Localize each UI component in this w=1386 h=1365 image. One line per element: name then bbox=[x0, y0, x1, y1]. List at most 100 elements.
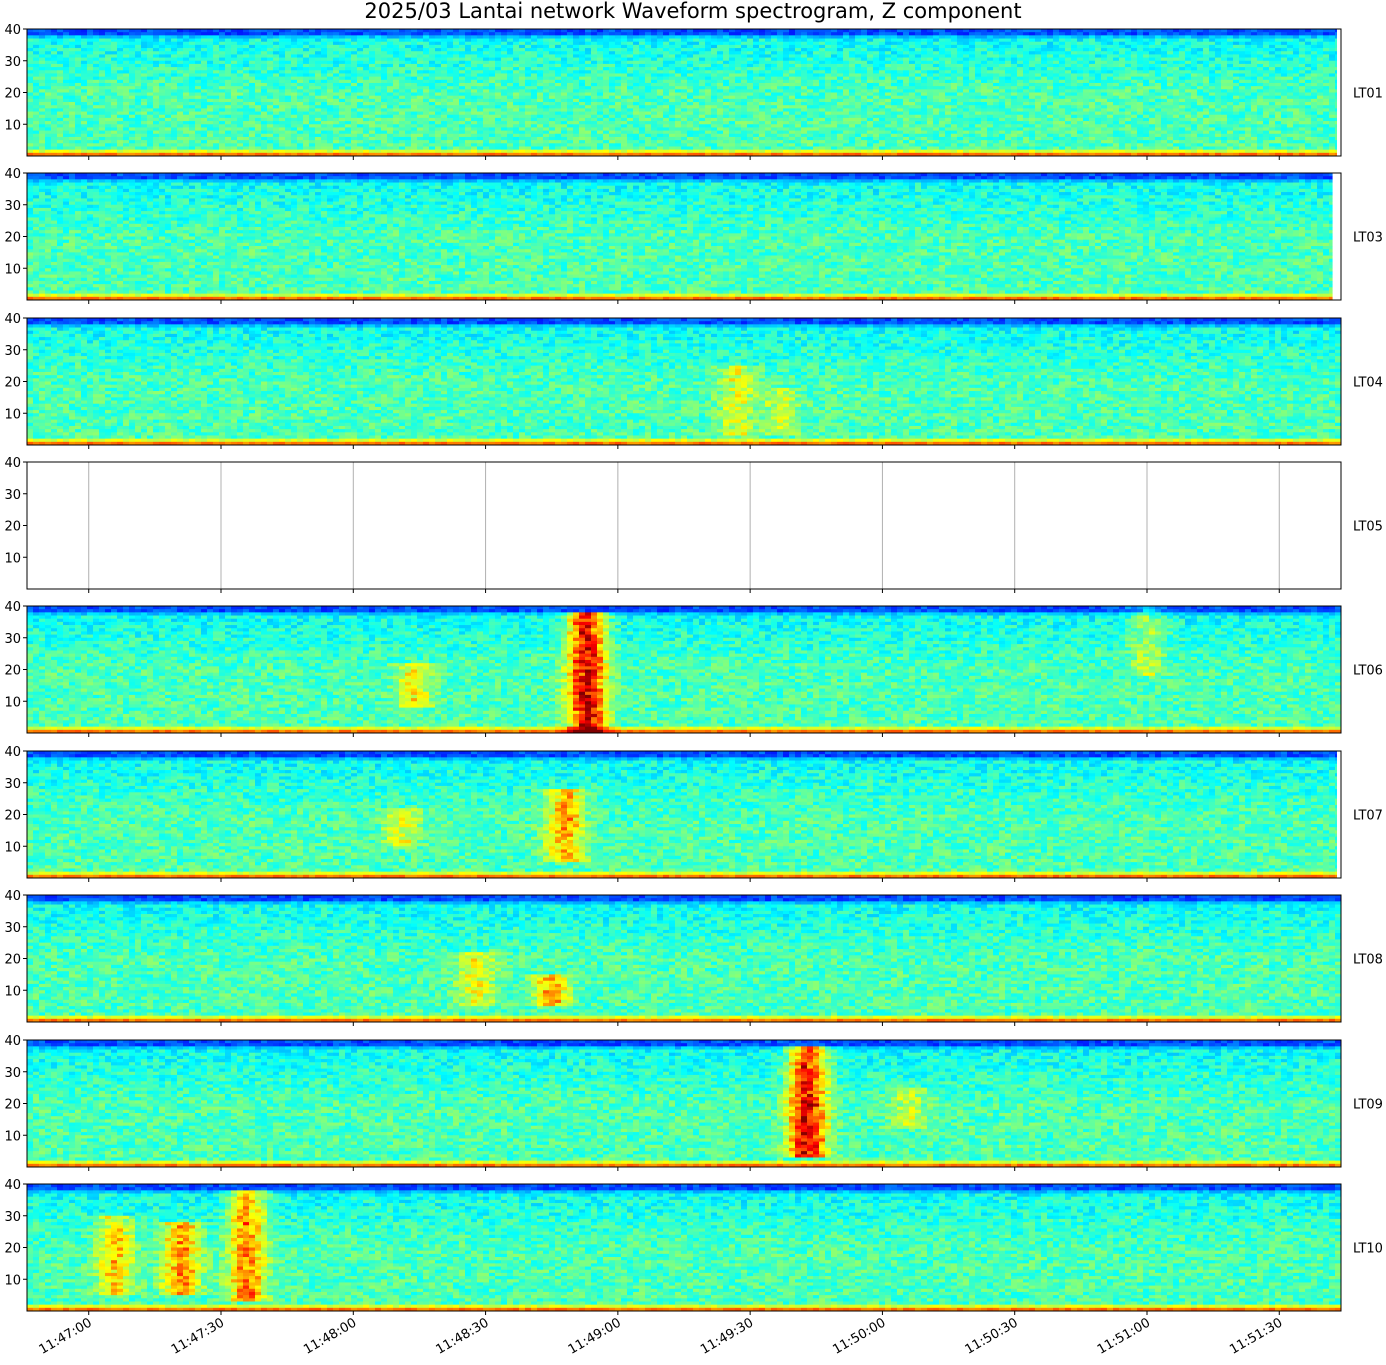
spectrogram-cell bbox=[315, 115, 321, 119]
spectrogram-cell bbox=[45, 73, 51, 77]
spectrogram-cell bbox=[117, 51, 123, 55]
spectrogram-cell bbox=[33, 108, 39, 112]
spectrogram-cell bbox=[63, 73, 69, 77]
spectrogram-cell bbox=[213, 134, 219, 138]
spectrogram-cell bbox=[237, 112, 243, 116]
spectrogram-cell bbox=[231, 77, 237, 81]
spectrogram-cell bbox=[291, 99, 297, 103]
spectrogram-cell bbox=[177, 121, 183, 125]
spectrogram-cell bbox=[273, 39, 279, 43]
spectrogram-cell bbox=[357, 80, 363, 84]
spectrogram-cell bbox=[93, 124, 99, 128]
spectrogram-cell bbox=[27, 42, 33, 46]
spectrogram-cell bbox=[123, 45, 129, 49]
spectrogram-cell bbox=[111, 61, 117, 65]
spectrogram-cell bbox=[285, 112, 291, 116]
spectrogram-cell bbox=[87, 35, 93, 39]
spectrogram-cell bbox=[75, 146, 81, 150]
spectrogram-cell bbox=[93, 118, 99, 122]
spectrogram-cell bbox=[153, 73, 159, 77]
spectrogram-cell bbox=[81, 45, 87, 49]
spectrogram-cell bbox=[345, 150, 351, 154]
spectrogram-cell bbox=[261, 93, 267, 97]
spectrogram-cell bbox=[111, 83, 117, 87]
spectrogram-cell bbox=[321, 54, 327, 58]
spectrogram-cell bbox=[207, 35, 213, 39]
spectrogram-cell bbox=[171, 64, 177, 68]
spectrogram-cell bbox=[279, 80, 285, 84]
spectrogram-cell bbox=[141, 143, 147, 147]
spectrogram-cell bbox=[327, 67, 333, 71]
spectrogram-cell bbox=[165, 48, 171, 52]
spectrogram-cell bbox=[63, 80, 69, 84]
spectrogram-cell bbox=[327, 143, 333, 147]
spectrogram-cell bbox=[57, 77, 63, 81]
spectrogram-cell bbox=[213, 115, 219, 119]
spectrogram-cell bbox=[87, 39, 93, 43]
spectrogram-cell bbox=[27, 67, 33, 71]
spectrogram-cell bbox=[99, 77, 105, 81]
spectrogram-cell bbox=[135, 86, 141, 90]
spectrogram-cell bbox=[147, 89, 153, 93]
spectrogram-cell bbox=[291, 48, 297, 52]
spectrogram-cell bbox=[69, 146, 75, 150]
spectrogram-cell bbox=[183, 146, 189, 150]
spectrogram-cell bbox=[213, 131, 219, 135]
spectrogram-cell bbox=[189, 42, 195, 46]
spectrogram-cell bbox=[39, 146, 45, 150]
spectrogram-cell bbox=[33, 35, 39, 39]
spectrogram-cell bbox=[75, 39, 81, 43]
spectrogram-cell bbox=[189, 99, 195, 103]
spectrogram-cell bbox=[363, 54, 369, 58]
spectrogram-cell bbox=[339, 32, 345, 36]
spectrogram-cell bbox=[243, 124, 249, 128]
spectrogram-cell bbox=[363, 83, 369, 87]
spectrogram-cell bbox=[69, 48, 75, 52]
spectrogram-cell bbox=[297, 137, 303, 141]
spectrogram-cell bbox=[339, 89, 345, 93]
spectrogram-cell bbox=[177, 99, 183, 103]
spectrogram-cell bbox=[357, 83, 363, 87]
spectrogram-cell bbox=[201, 64, 207, 68]
spectrogram-cell bbox=[363, 96, 369, 100]
spectrogram-cell bbox=[111, 102, 117, 106]
spectrogram-cell bbox=[339, 121, 345, 125]
spectrogram-cell bbox=[309, 99, 315, 103]
spectrogram-cell bbox=[261, 73, 267, 77]
spectrogram-cell bbox=[357, 131, 363, 135]
spectrogram-cell bbox=[207, 83, 213, 87]
spectrogram-cell bbox=[285, 80, 291, 84]
spectrogram-cell bbox=[57, 48, 63, 52]
spectrogram-cell bbox=[213, 45, 219, 49]
spectrogram-cell bbox=[315, 146, 321, 150]
spectrogram-cell bbox=[111, 42, 117, 46]
spectrogram-cell bbox=[171, 96, 177, 100]
spectrogram-cell bbox=[225, 35, 231, 39]
spectrogram-cell bbox=[33, 58, 39, 62]
spectrogram-cell bbox=[63, 67, 69, 71]
spectrogram-cell bbox=[87, 80, 93, 84]
spectrogram-cell bbox=[177, 112, 183, 116]
spectrogram-cell bbox=[87, 29, 93, 33]
spectrogram-cell bbox=[279, 73, 285, 77]
spectrogram-cell bbox=[81, 77, 87, 81]
spectrogram-cell bbox=[339, 35, 345, 39]
spectrogram-cell bbox=[339, 102, 345, 106]
spectrogram-cell bbox=[327, 150, 333, 154]
spectrogram-cell bbox=[81, 54, 87, 58]
spectrogram-cell bbox=[135, 115, 141, 119]
spectrogram-cell bbox=[207, 150, 213, 154]
spectrogram-cell bbox=[159, 67, 165, 71]
spectrogram-cell bbox=[39, 150, 45, 154]
spectrogram-cell bbox=[129, 146, 135, 150]
spectrogram-cell bbox=[141, 89, 147, 93]
spectrogram-cell bbox=[153, 99, 159, 103]
spectrogram-cell bbox=[183, 64, 189, 68]
spectrogram-cell bbox=[195, 45, 201, 49]
spectrogram-cell bbox=[375, 105, 381, 109]
spectrogram-cell bbox=[309, 108, 315, 112]
spectrogram-cell bbox=[351, 102, 357, 106]
spectrogram-cell bbox=[255, 51, 261, 55]
spectrogram-cell bbox=[297, 39, 303, 43]
spectrogram-cell bbox=[189, 146, 195, 150]
